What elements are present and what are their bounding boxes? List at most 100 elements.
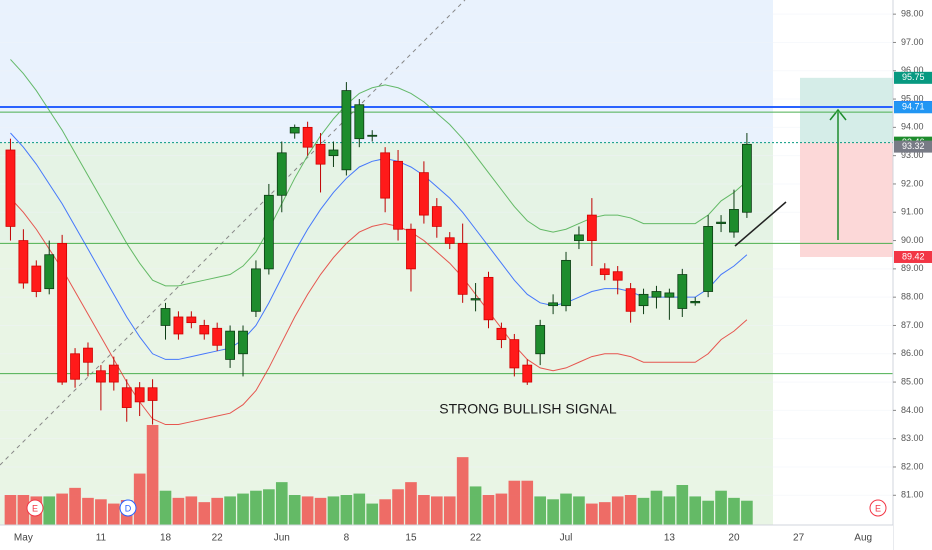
y-tick-label: 95.00 [901,93,924,103]
x-tick-label: 13 [664,533,676,544]
y-tick-label: 94.00 [901,122,924,132]
volume-bar [392,489,404,525]
candle-body [367,134,378,137]
candle-body [70,353,80,380]
event-label: D [125,503,132,513]
candle-body [522,364,533,383]
candle-body [703,226,714,292]
price-tag-label: 93.32 [902,141,925,151]
candle-body [431,206,442,227]
candle-body [444,237,455,244]
volume-bar [663,496,676,525]
candle-body [393,160,403,230]
x-tick-label: Jun [274,533,290,544]
candle-body [173,316,184,335]
annotation: STRONG BULLISH SIGNAL [439,401,617,417]
volume-bar [288,495,301,525]
event-label: E [32,503,38,513]
y-tick-label: 83.00 [901,433,924,443]
x-tick-label: 15 [405,533,417,544]
candle-body [496,327,507,341]
volume-bar [495,493,508,525]
y-tick-label: 92.00 [901,178,924,188]
volume-bar [689,496,702,525]
candle-body [186,316,197,324]
trendline [0,0,466,466]
candle-body [354,104,365,140]
volume-bar [624,495,637,525]
volume-bar [715,490,727,525]
candle-body [638,293,649,307]
candle-body [44,254,55,290]
candle-body [276,152,287,196]
price-tag [894,250,932,263]
candle-body [548,302,558,307]
volume-bar [728,497,740,525]
candle-body [199,325,210,335]
volume-bar [431,496,443,525]
candle-body [677,274,688,309]
candle-body [651,291,662,298]
y-tick-label: 96.00 [901,65,924,75]
x-tick-label: 8 [344,533,350,544]
x-tick-label: May [14,533,33,544]
volume-bar [95,499,107,525]
candle-body [238,330,248,355]
candle-body [612,271,623,281]
y-tick-label: 88.00 [901,292,924,302]
volume-bar [159,490,172,525]
y-tick-label: 89.00 [901,263,924,273]
x-tick-label: Jul [560,533,573,544]
y-tick-label: 98.00 [901,9,924,19]
band-line [10,132,748,360]
y-tick-label: 90.00 [901,235,924,245]
volume-bar [637,497,650,525]
candle-body [586,214,597,241]
volume-bar [405,482,417,525]
y-tick-label: 87.00 [901,320,924,330]
volume-bar [418,495,430,525]
candle-body [5,149,16,227]
volume-bar [263,489,275,525]
band-line [10,197,748,426]
candle-body [83,347,93,363]
candle-body [147,387,158,401]
candle-body [406,228,416,270]
x-tick-label: 27 [793,533,805,544]
volume-bar [741,500,753,525]
candle-body [57,242,68,383]
x-tick-label: 22 [470,533,482,544]
candle-body [302,126,313,148]
price-tag-label: 95.75 [902,72,925,82]
x-tick-label: 11 [96,533,107,544]
volume-bar [676,485,689,525]
volume-bar [469,486,482,525]
volume-bar [534,496,546,525]
volume-bar [598,502,611,525]
y-tick-label: 91.00 [901,207,924,217]
volume-bar [275,482,288,525]
time-axis [0,525,893,550]
volume-bar [379,499,391,525]
volume-bar [702,500,714,525]
y-tick-label: 86.00 [901,348,924,358]
candle-body [716,221,726,224]
volume-bar [353,493,366,525]
candle-body [470,298,481,301]
volume-bar [314,497,327,525]
price-tag-label: 89.42 [902,251,925,261]
band-line [10,59,748,287]
volume-bar [43,496,56,525]
candle-body [535,325,546,355]
volume-bar [327,496,340,525]
candle-body [18,240,29,284]
price-tag-label: 94.71 [902,102,925,112]
candle-body [574,234,584,241]
candle-body [418,172,429,216]
volume-bar [17,495,30,525]
position-loss [800,142,893,257]
volume-bar [586,503,598,525]
volume-bar [82,497,94,525]
event-label: E [875,503,881,513]
